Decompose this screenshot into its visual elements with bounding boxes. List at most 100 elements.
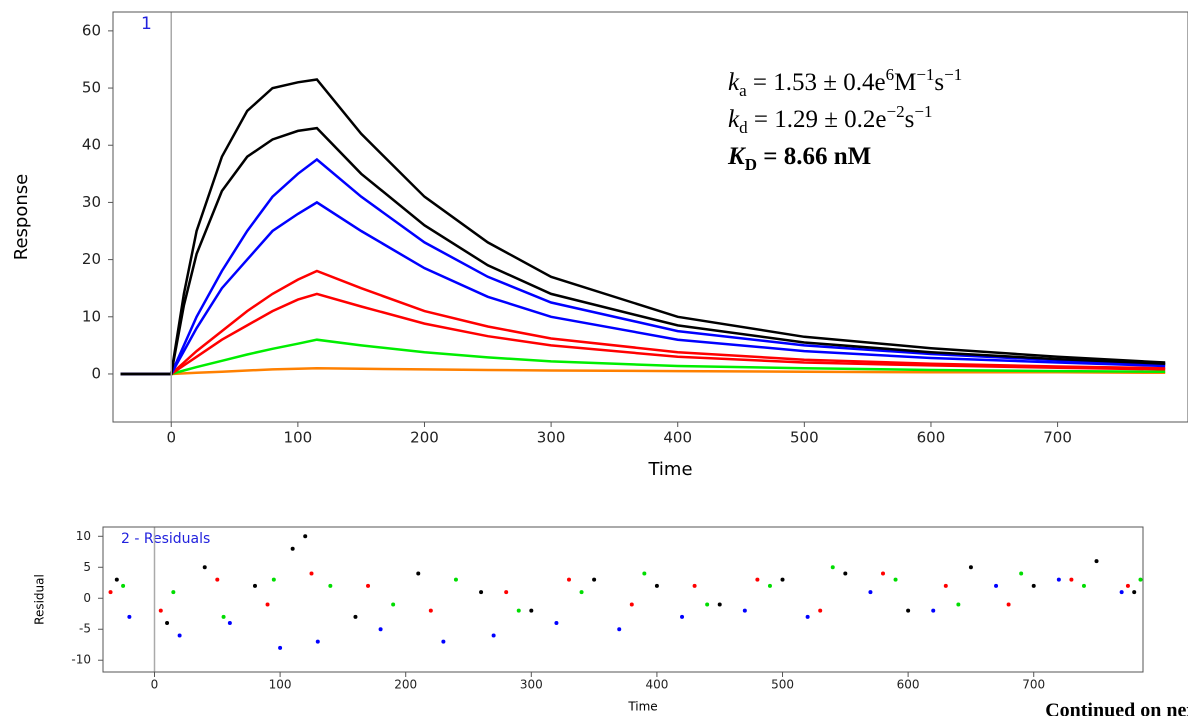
residual-point [158,608,163,613]
x-tick-label: 0 [166,429,176,447]
KD-text: KD = 8.66 nM [727,143,871,174]
residual-point [165,621,170,626]
x-tick-label: 300 [537,429,566,447]
residual-point [121,583,126,588]
series-line [120,338,1166,376]
residual-point [391,602,396,607]
residual-point [309,571,314,576]
residual-point [1081,583,1086,588]
residual-point [654,583,659,588]
residual-point [1132,590,1137,595]
residual-point [767,583,772,588]
residual-point [579,590,584,595]
panel-label: 2 - Residuals [121,531,210,547]
residual-point [441,639,446,644]
residual-point [416,571,421,576]
ka-text: ka = 1.53 ± 0.4e6M−1s−1 [728,65,962,100]
series-line [120,366,1166,376]
residual-point [504,590,509,595]
residual-point [994,583,999,588]
series-line [120,78,1166,376]
x-tick-label: 700 [1043,429,1072,447]
residual-point [906,608,911,613]
residual-point [968,565,973,570]
residual-point [328,583,333,588]
y-tick-label: 5 [83,560,91,574]
x-tick-label: 700 [1022,678,1045,692]
residual-point [592,577,597,582]
x-tick-label: 200 [410,429,439,447]
residual-point [215,577,220,582]
residual-point [692,583,697,588]
x-tick-label: 600 [897,678,920,692]
x-tick-label: 400 [645,678,668,692]
y-axis-label: Residual [33,574,47,625]
y-tick-label: -5 [79,622,91,636]
residual-point [516,608,521,613]
series-line [120,126,1166,376]
residual-point [1119,590,1124,595]
residual-point [290,546,295,551]
residual-point [818,608,823,613]
kd-text: kd = 1.29 ± 0.2e−2s−1 [728,102,932,137]
series-line [120,200,1166,376]
residual-point [265,602,270,607]
x-axis-label: Time [627,700,657,714]
residual-point [177,633,182,638]
x-tick-label: 100 [284,429,313,447]
residual-point [491,633,496,638]
residual-point [1006,602,1011,607]
y-tick-label: 10 [82,307,101,325]
residual-point [805,614,810,619]
residual-point [629,602,634,607]
residual-point [127,614,132,619]
residual-point [479,590,484,595]
residual-point [554,621,559,626]
residual-point [956,602,961,607]
residual-point [680,614,685,619]
residual-point [893,577,898,582]
y-tick-label: 50 [82,79,101,97]
residual-point [453,577,458,582]
residual-point [931,608,936,613]
plot-frame [102,526,1144,673]
residual-point [366,583,371,588]
x-tick-label: 600 [917,429,946,447]
x-axis-label: Time [647,459,692,480]
series-line [120,269,1166,376]
x-tick-label: 300 [520,678,543,692]
residual-point [278,645,283,650]
y-tick-label: 60 [82,21,101,39]
y-tick-label: 10 [76,529,91,543]
residual-point [705,602,710,607]
residual-point [881,571,885,576]
footer: Continued on next page [1045,700,1188,716]
residual-point [943,583,948,588]
y-axis-label: Response [11,174,32,260]
residual-point [171,590,176,595]
y-tick-label: -10 [71,653,91,667]
residual-point [221,614,226,619]
residual-point [315,639,320,644]
x-tick-label: 500 [790,429,819,447]
residual-point [303,534,308,539]
residual-point [617,627,622,632]
series-line [120,157,1166,376]
residual-point [202,565,207,570]
x-tick-label: 0 [151,678,159,692]
residual-point [843,571,848,576]
x-tick-label: 100 [269,678,292,692]
residual-point [1056,577,1061,582]
y-tick-label: 20 [82,250,101,268]
series-line [120,292,1166,376]
y-tick-label: 40 [82,136,101,154]
residual-point [114,577,119,582]
residual-point [742,608,747,613]
residual-point [1094,559,1099,564]
residual-point [642,571,647,576]
y-tick-label: 0 [83,591,91,605]
residual-point [830,565,835,570]
residual-point [1019,571,1024,576]
